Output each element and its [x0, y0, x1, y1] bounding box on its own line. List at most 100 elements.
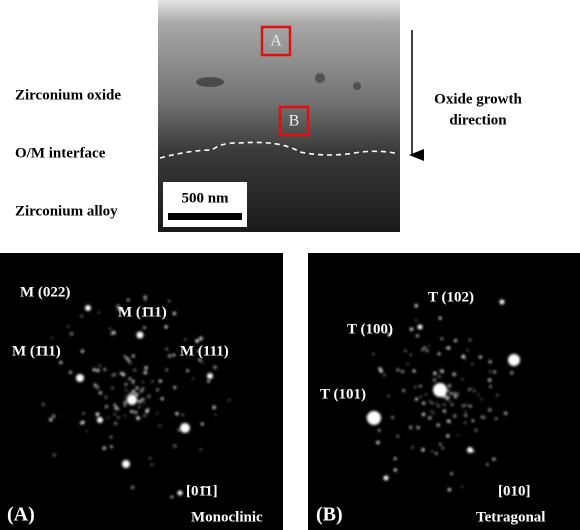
- spot: [489, 370, 491, 372]
- spot: [135, 386, 138, 389]
- region-label: Zirconium oxide: [15, 87, 121, 103]
- spot: [114, 422, 117, 425]
- spot: [471, 363, 473, 365]
- zone-axis: [01̄1]: [186, 483, 218, 499]
- spot: [376, 441, 379, 444]
- spot: [80, 315, 83, 318]
- spot: [184, 338, 186, 340]
- spot: [173, 354, 176, 357]
- spot: [132, 355, 135, 358]
- spot: [207, 380, 210, 383]
- spot: [110, 333, 113, 336]
- spot: [144, 298, 147, 301]
- spot: [478, 394, 480, 396]
- spot: [199, 337, 202, 340]
- spot: [437, 404, 440, 407]
- spot: [447, 346, 450, 349]
- spot: [141, 387, 144, 390]
- spot: [215, 414, 217, 416]
- spot: [396, 368, 399, 371]
- spot: [489, 385, 492, 388]
- spot: [207, 373, 213, 379]
- spot: [479, 356, 482, 359]
- spot: [443, 403, 445, 405]
- spot: [486, 463, 488, 465]
- spot: [433, 412, 435, 414]
- spot: [53, 453, 56, 456]
- spot: [504, 412, 507, 415]
- spot: [161, 397, 164, 400]
- spot: [103, 446, 106, 449]
- spot: [135, 401, 137, 403]
- spot: [147, 395, 151, 399]
- spot: [117, 408, 119, 410]
- spot: [68, 325, 70, 327]
- spot: [411, 446, 414, 449]
- spot: [417, 426, 420, 429]
- spot: [415, 398, 418, 401]
- spot: [429, 400, 431, 402]
- spot: [439, 383, 441, 385]
- spot: [212, 406, 215, 409]
- spot-label: M (1̄11): [12, 343, 61, 359]
- spot: [141, 398, 144, 401]
- spot: [144, 296, 147, 299]
- spot: [431, 451, 433, 453]
- spot: [49, 418, 53, 422]
- spot: [165, 348, 168, 351]
- spot: [168, 300, 170, 302]
- spot: [472, 420, 474, 422]
- spot: [144, 366, 147, 369]
- spot: [143, 326, 145, 328]
- spot: [413, 370, 416, 373]
- spot: [127, 358, 130, 361]
- spot: [410, 354, 412, 356]
- spot: [492, 458, 495, 461]
- spot-label: T (101): [320, 386, 366, 402]
- spot: [132, 390, 135, 393]
- spot: [428, 416, 431, 419]
- spot: [433, 378, 436, 381]
- spot: [431, 402, 434, 405]
- spot: [156, 388, 159, 391]
- spot: [114, 404, 116, 406]
- spot: [447, 389, 449, 391]
- spot: [131, 410, 134, 413]
- spot: [404, 350, 406, 352]
- spot: [151, 380, 153, 382]
- spot: [465, 404, 467, 406]
- spot: [131, 486, 134, 489]
- spot: [435, 452, 437, 454]
- spot: [433, 372, 436, 375]
- scale-bar-label: 500 nm: [181, 190, 229, 206]
- spot: [465, 358, 467, 360]
- spot: [138, 406, 140, 408]
- spot: [130, 398, 133, 401]
- spot: [124, 404, 127, 407]
- spot: [419, 385, 422, 388]
- spot: [467, 349, 469, 351]
- spot: [421, 349, 423, 351]
- spot: [51, 337, 53, 339]
- region-label: Zirconium alloy: [15, 203, 118, 219]
- spot: [122, 373, 125, 376]
- figure: A B 500 nm Zirconium oxide O/M interface…: [0, 0, 580, 530]
- spot: [438, 375, 440, 377]
- spot: [124, 401, 127, 404]
- spot: [461, 486, 463, 488]
- spot: [124, 415, 126, 417]
- spot: [454, 339, 457, 342]
- spot: [105, 405, 108, 408]
- spot: [449, 401, 451, 403]
- spot: [136, 416, 140, 420]
- spot: [481, 415, 484, 418]
- spot: [488, 408, 492, 412]
- spot: [96, 412, 100, 416]
- spot: [462, 405, 465, 408]
- spot: [407, 363, 409, 365]
- spot: [112, 374, 115, 377]
- spot: [394, 468, 397, 471]
- spot: [409, 426, 412, 429]
- spot: [96, 386, 100, 390]
- spot: [410, 327, 413, 330]
